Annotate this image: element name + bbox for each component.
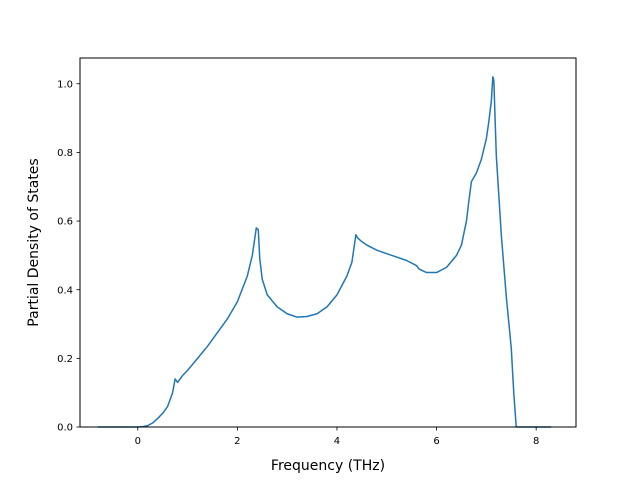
y-tick-label: 0.6 — [57, 217, 73, 228]
x-axis: 0 2 4 6 8 — [135, 427, 539, 447]
y-tick-label: 0.2 — [57, 354, 73, 365]
y-axis-label: Partial Density of States — [26, 158, 42, 326]
x-axis-label: Frequency (THz) — [271, 458, 385, 474]
x-tick-label: 8 — [533, 436, 539, 447]
x-tick-label: 6 — [433, 436, 439, 447]
y-tick-label: 0.4 — [57, 285, 73, 296]
y-tick-label: 0.0 — [57, 423, 73, 434]
y-tick-label: 0.8 — [57, 148, 73, 159]
x-tick-label: 2 — [234, 436, 240, 447]
x-tick-label: 4 — [334, 436, 340, 447]
y-axis: 0.0 0.2 0.4 0.6 0.8 1.0 — [57, 79, 80, 434]
plot-area — [97, 76, 552, 428]
x-tick-label: 0 — [135, 436, 141, 447]
y-tick-label: 1.0 — [57, 79, 73, 90]
series-line-0 — [97, 76, 552, 428]
axes-frame — [79, 57, 577, 428]
